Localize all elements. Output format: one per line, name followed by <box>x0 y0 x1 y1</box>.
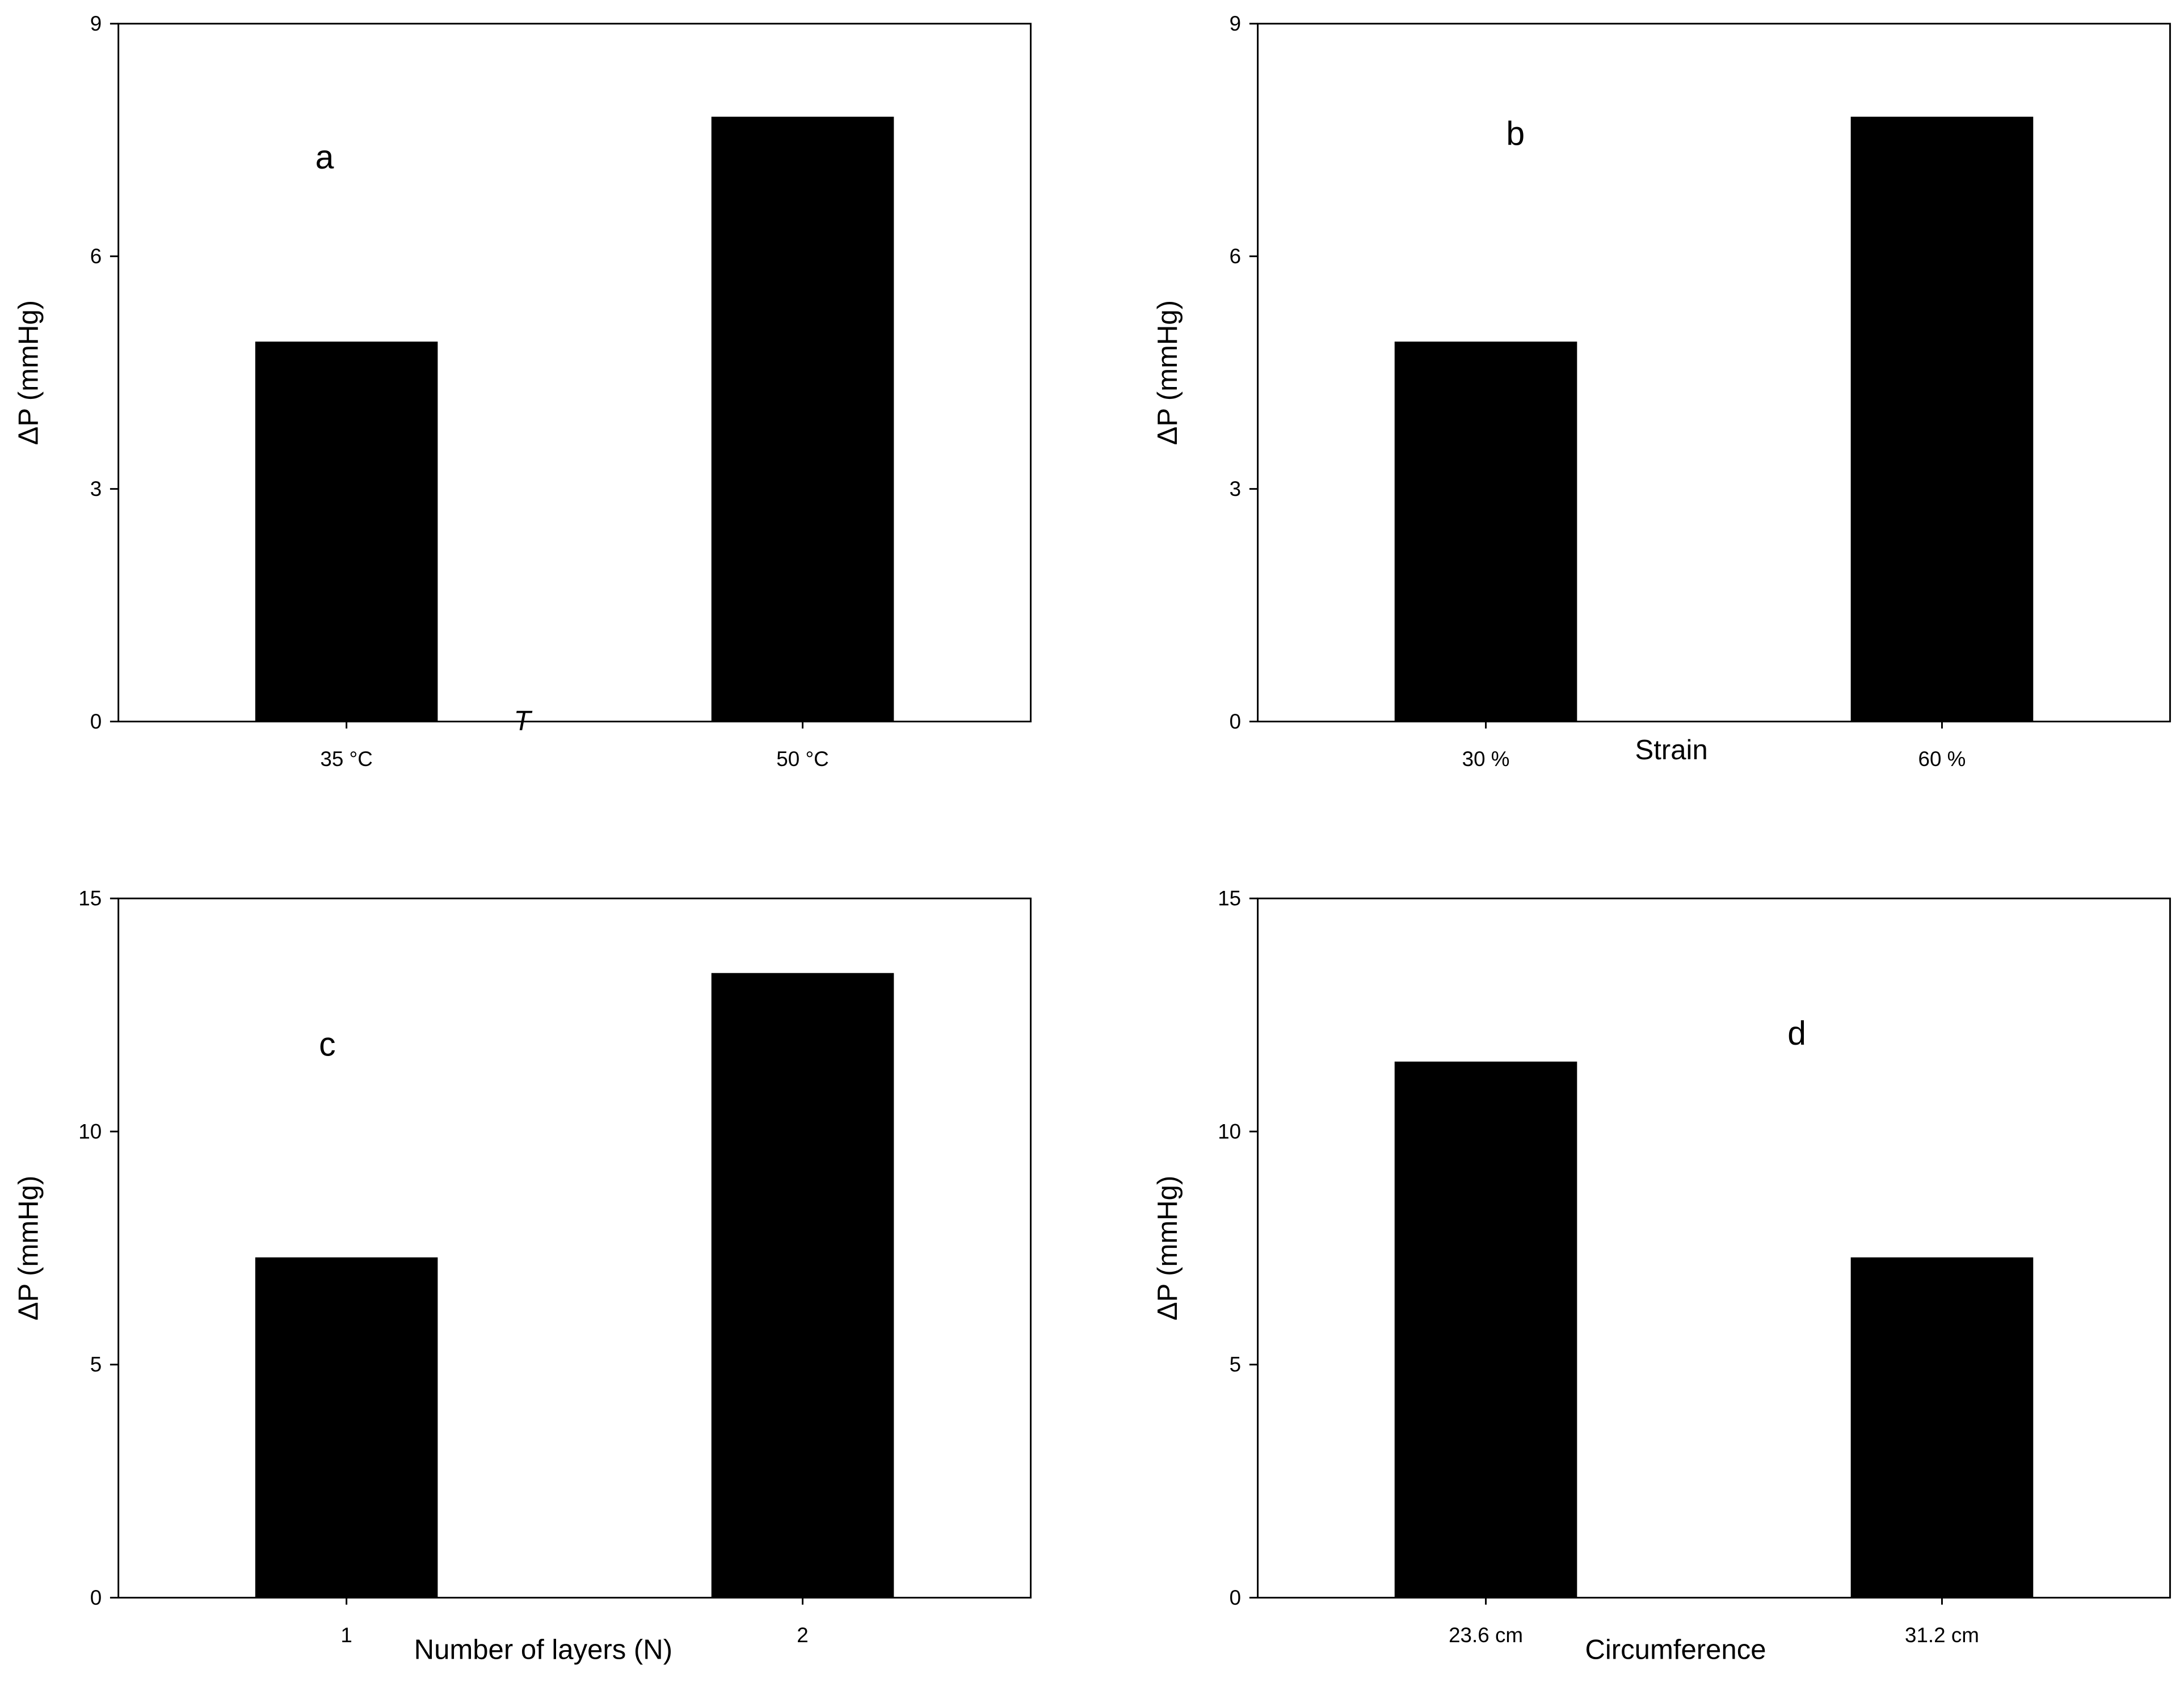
x-tick-label: 50 °C <box>776 747 828 771</box>
x-tick-label: 2 <box>797 1623 808 1647</box>
chart-panel: 0 5 10 15 23.6 cm 31.2 cm ΔP (mmHg) Circumferen… <box>1152 887 2171 1665</box>
chart-panel: 0 5 10 15 1 2 ΔP (mmHg) Number of layers (N) c <box>13 887 1032 1665</box>
y-tick-label: 0 <box>90 1586 102 1609</box>
bar <box>1394 1061 1577 1598</box>
y-tick-label: 10 <box>78 1120 102 1143</box>
plot-frame <box>1257 23 2171 723</box>
y-tick-label: 0 <box>1230 710 1241 733</box>
y-tick-label: 9 <box>90 12 102 35</box>
panel-letter: d <box>1787 1015 1806 1052</box>
y-axis-label: ΔP (mmHg) <box>13 300 44 445</box>
y-axis-label: ΔP (mmHg) <box>1152 1176 1183 1320</box>
x-axis-label: Strain <box>1635 735 1708 765</box>
x-tick-label: 1 <box>340 1623 352 1647</box>
y-tick-label: 5 <box>90 1353 102 1376</box>
y-tick-label: 6 <box>90 245 102 268</box>
y-tick-label: 10 <box>1218 1120 1241 1143</box>
bar <box>711 116 894 722</box>
x-tick-label: 30 % <box>1462 747 1510 771</box>
bar <box>1394 341 1577 722</box>
panel-letter: a <box>315 139 334 176</box>
y-axis-label: ΔP (mmHg) <box>13 1176 44 1320</box>
x-tick-label: 60 % <box>1918 747 1966 771</box>
y-tick-label: 6 <box>1230 245 1241 268</box>
bar <box>1850 1257 2034 1598</box>
bar <box>255 1257 438 1598</box>
y-tick-label: 15 <box>1218 887 1241 910</box>
y-tick-label: 9 <box>1230 12 1241 35</box>
y-tick-label: 3 <box>1230 477 1241 500</box>
plot-frame <box>117 897 1032 1599</box>
bar <box>255 341 438 722</box>
x-tick-label: 23.6 cm <box>1449 1623 1523 1647</box>
y-tick-label: 15 <box>78 887 102 910</box>
panel-letter: c <box>319 1027 335 1063</box>
plot-frame <box>117 23 1032 723</box>
x-axis-label: Circumference <box>1585 1635 1766 1665</box>
y-tick-label: 0 <box>90 710 102 733</box>
bar <box>711 973 894 1598</box>
x-tick-label: 35 °C <box>320 747 372 771</box>
y-axis-label: ΔP (mmHg) <box>1152 300 1183 445</box>
plot-frame <box>1257 897 2171 1599</box>
panel-letter: b <box>1506 115 1525 152</box>
x-axis-label: Number of layers (N) <box>414 1635 672 1665</box>
chart-panel: 0 3 6 9 30 % 60 % ΔP (mmHg) Strain b <box>1152 12 2171 771</box>
chart-panel: 0 3 6 9 35 °C 50 °C ΔP (mmHg) Ta <box>13 12 1032 771</box>
y-tick-label: 3 <box>90 477 102 500</box>
bar <box>1850 116 2034 722</box>
x-tick-label: 31.2 cm <box>1905 1623 1979 1647</box>
y-tick-label: 0 <box>1230 1586 1241 1609</box>
x-axis-label: T <box>514 705 533 736</box>
y-tick-label: 5 <box>1230 1353 1241 1376</box>
